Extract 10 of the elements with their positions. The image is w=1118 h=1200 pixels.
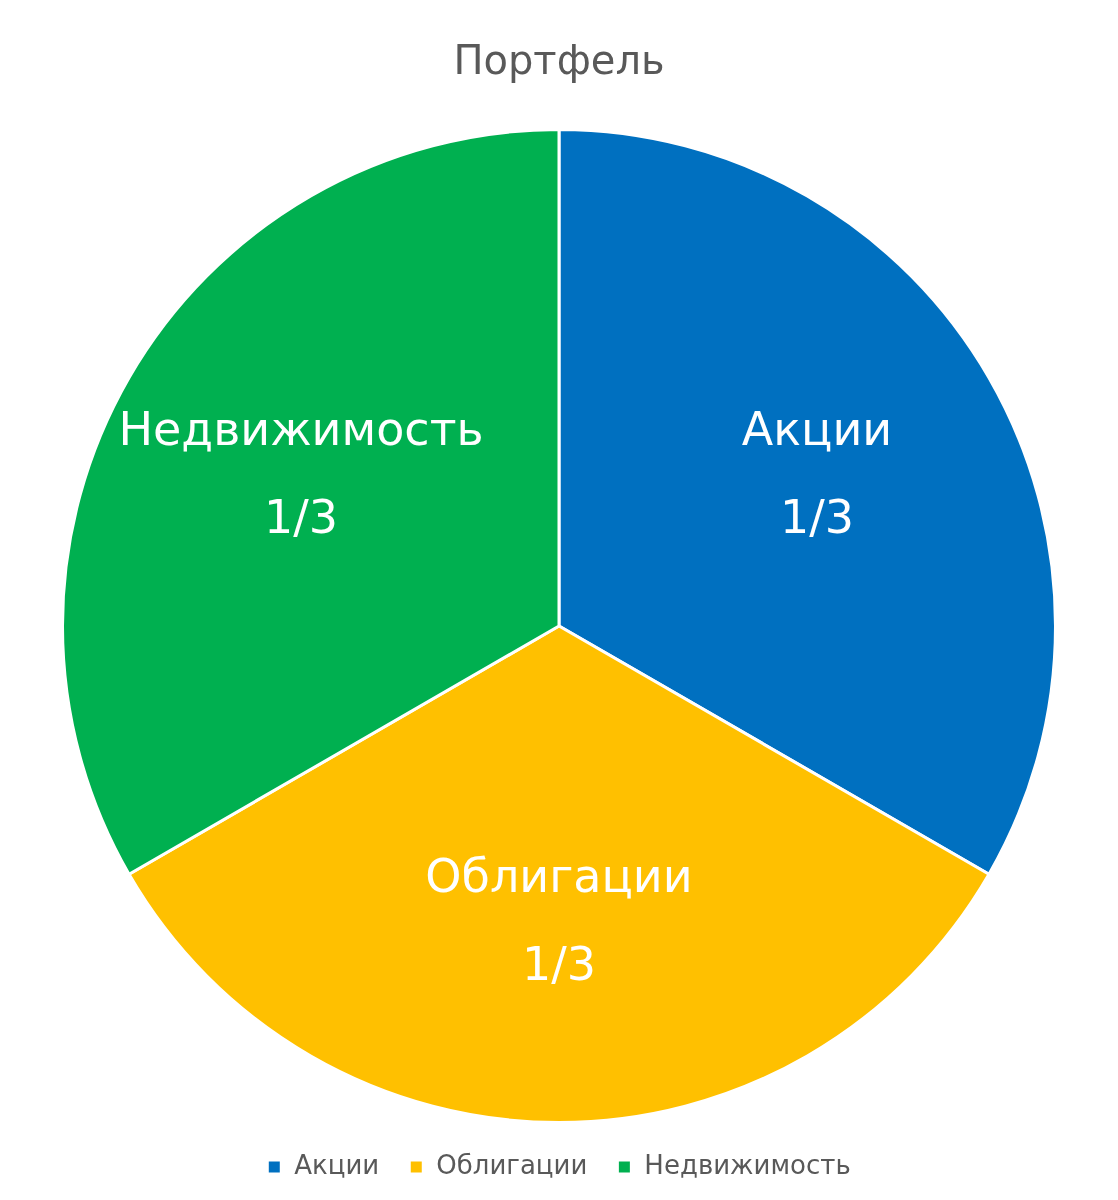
legend-label: Недвижимость	[644, 1149, 851, 1180]
data-label: 1/3	[521, 936, 597, 991]
data-label: 1/3	[264, 490, 339, 544]
slice-label: Акции	[741, 402, 893, 456]
chart-title: Портфель	[453, 37, 665, 84]
slice-label: Недвижимость	[118, 402, 484, 456]
legend-label: Акции	[294, 1149, 380, 1180]
legend-label: Облигации	[436, 1149, 588, 1180]
data-label: 1/3	[779, 490, 854, 544]
slice-label: Облигации	[425, 848, 693, 903]
